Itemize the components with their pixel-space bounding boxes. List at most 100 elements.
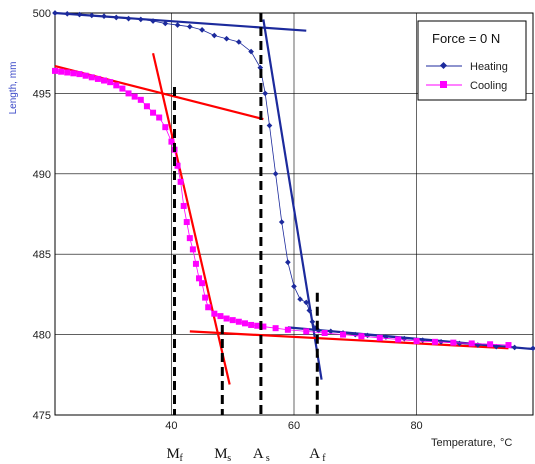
data-point-heating — [186, 23, 193, 30]
data-point-heating — [64, 10, 71, 17]
data-point-cooling — [260, 323, 267, 330]
data-point-heating — [285, 259, 291, 266]
data-point-heating — [113, 14, 120, 21]
y-tick-label: 490 — [33, 169, 51, 181]
x-axis-unit: °C — [500, 437, 512, 449]
x-axis-label: Temperature, — [431, 437, 496, 449]
transition-label-sub: s — [227, 453, 231, 464]
data-point-cooling — [76, 71, 83, 78]
data-point-cooling — [229, 317, 236, 324]
data-point-cooling — [107, 79, 114, 86]
data-point-heating — [303, 299, 310, 306]
x-tick-label: 80 — [410, 420, 422, 432]
data-point-cooling — [174, 162, 181, 169]
transition-label-sub: s — [266, 453, 270, 464]
x-tick-label: 40 — [165, 420, 177, 432]
transition-label-sub: f — [180, 453, 184, 464]
data-point-cooling — [189, 246, 196, 253]
tangent-line — [151, 52, 231, 385]
data-point-heating — [211, 32, 218, 39]
data-point-heating — [327, 328, 334, 335]
y-tick-label: 495 — [33, 88, 51, 100]
transition-label-sub: f — [322, 453, 326, 464]
data-point-cooling — [223, 315, 230, 322]
data-point-heating — [493, 343, 500, 350]
data-point-heating — [101, 13, 107, 20]
data-point-heating — [278, 219, 285, 225]
data-point-cooling — [284, 326, 291, 333]
data-point-cooling — [196, 275, 203, 282]
data-point-cooling — [202, 294, 209, 301]
legend-cooling-label: Cooling — [470, 80, 507, 92]
data-point-cooling — [64, 69, 71, 76]
legend-heating-label: Heating — [470, 61, 508, 73]
data-point-heating — [297, 296, 303, 303]
data-point-cooling — [241, 320, 248, 327]
data-point-cooling — [254, 322, 261, 329]
data-point-heating — [223, 35, 230, 42]
data-point-cooling — [272, 325, 279, 332]
data-point-cooling — [413, 338, 420, 345]
data-point-cooling — [303, 328, 310, 335]
data-point-cooling — [143, 103, 150, 110]
y-tick-label: 475 — [33, 410, 51, 422]
data-point-cooling — [376, 334, 383, 341]
data-point-cooling — [131, 93, 138, 100]
series-group — [52, 10, 535, 352]
data-point-cooling — [88, 74, 95, 81]
y-tick-label: 485 — [33, 249, 51, 261]
data-point-cooling — [217, 313, 224, 320]
data-point-cooling — [468, 340, 475, 347]
data-point-cooling — [487, 341, 494, 348]
data-point-heating — [150, 18, 156, 24]
data-point-heating — [530, 345, 535, 352]
data-point-heating — [456, 340, 463, 347]
x-axis-ticks: 40 60 80 — [165, 420, 422, 432]
y-tick-label: 480 — [33, 330, 51, 342]
data-point-heating — [309, 318, 316, 325]
data-point-cooling — [505, 342, 512, 349]
data-point-cooling — [340, 331, 347, 338]
data-point-cooling — [321, 329, 328, 336]
data-point-cooling — [101, 77, 108, 84]
data-point-cooling — [186, 235, 193, 242]
data-point-cooling — [156, 114, 163, 121]
data-point-cooling — [94, 75, 101, 82]
data-point-cooling — [58, 68, 65, 75]
data-point-cooling — [82, 72, 89, 79]
data-point-cooling — [235, 318, 242, 325]
y-axis-label: Length, mm — [8, 62, 19, 115]
transition-label: A — [253, 446, 264, 462]
data-point-cooling — [113, 82, 120, 89]
data-point-cooling — [450, 339, 457, 346]
data-point-heating — [174, 22, 181, 28]
tangent-line — [262, 19, 323, 380]
data-point-heating — [262, 90, 269, 97]
legend: Force = 0 N Heating Cooling — [417, 20, 527, 101]
x-tick-label: 60 — [288, 420, 300, 432]
data-point-heating — [125, 15, 132, 22]
data-point-cooling — [70, 70, 77, 77]
data-point-heating — [266, 122, 273, 129]
y-axis-ticks: 475 480 485 490 495 500 — [33, 8, 51, 422]
data-point-heating — [306, 307, 313, 314]
data-point-cooling — [162, 124, 169, 131]
legend-heating-marker — [439, 61, 448, 70]
transition-label: M — [167, 446, 180, 462]
data-point-heating — [272, 170, 279, 177]
data-point-cooling — [199, 280, 206, 287]
data-point-heating — [511, 344, 518, 351]
data-point-cooling — [180, 202, 187, 209]
data-point-cooling — [431, 338, 438, 345]
data-point-cooling — [137, 96, 144, 103]
transition-label: A — [309, 446, 320, 462]
data-point-heating — [199, 27, 205, 33]
data-point-cooling — [125, 90, 132, 97]
legend-box — [417, 20, 527, 101]
data-point-cooling — [248, 321, 255, 328]
data-point-heating — [137, 16, 144, 23]
data-point-cooling — [205, 304, 212, 311]
legend-title: Force = 0 N — [432, 31, 500, 46]
